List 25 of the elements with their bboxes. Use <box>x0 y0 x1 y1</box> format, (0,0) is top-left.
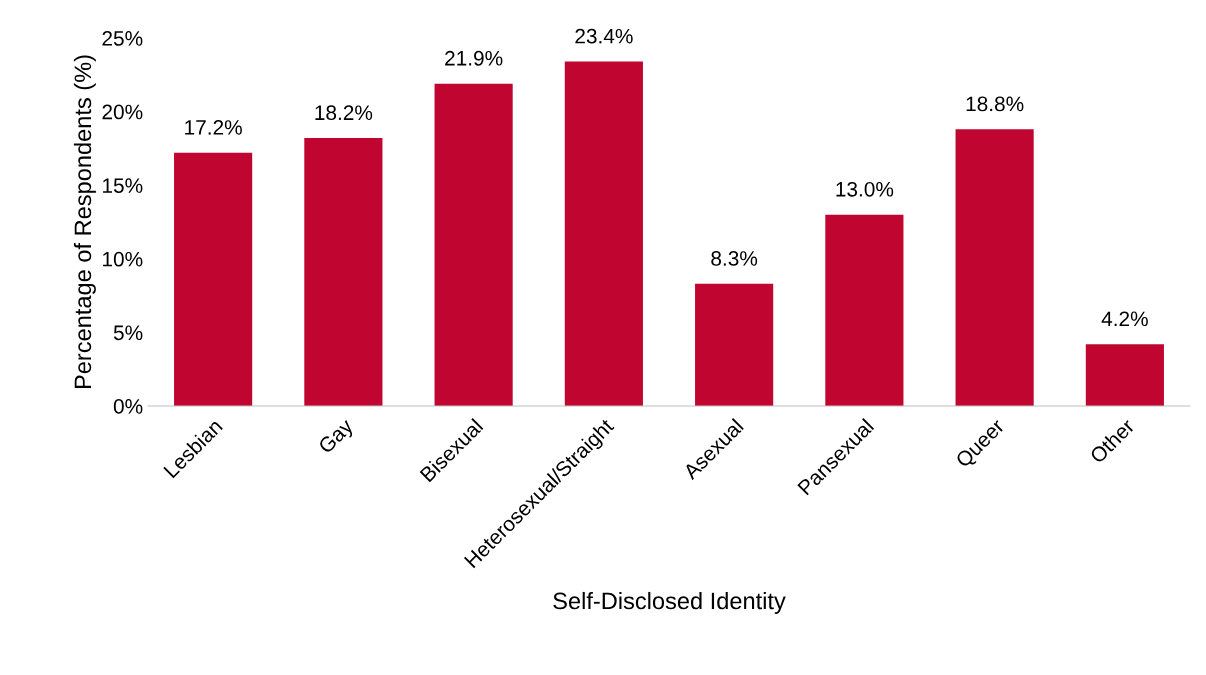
data-label: 13.0% <box>836 181 894 197</box>
data-label: 4.2% <box>1101 311 1148 327</box>
bar <box>434 83 513 406</box>
bar <box>695 283 774 406</box>
data-label: 17.2% <box>185 120 242 135</box>
y-tick-label: 0% <box>113 399 143 414</box>
y-axis-title: Percentage of Respondents (%) <box>73 55 96 389</box>
data-label: 8.3% <box>711 251 758 266</box>
y-tick-label: 5% <box>113 325 143 341</box>
y-tick-label: 25% <box>102 31 143 46</box>
data-label: 23.4% <box>575 28 633 44</box>
data-label: 18.8% <box>966 96 1024 112</box>
data-label: 18.2% <box>315 105 373 121</box>
y-tick-label: 10% <box>103 251 143 267</box>
y-tick-label: 15% <box>103 178 143 193</box>
bar <box>174 152 253 406</box>
bar <box>825 214 904 406</box>
bar <box>564 61 643 406</box>
bar <box>955 129 1034 406</box>
bar <box>304 138 383 406</box>
x-axis-title: Self-Disclosed Identity <box>553 591 786 614</box>
y-tick-label: 20% <box>102 104 143 120</box>
bar <box>1085 344 1164 406</box>
x-tick-label: Gay <box>317 417 358 458</box>
data-label: 21.9% <box>445 50 503 66</box>
